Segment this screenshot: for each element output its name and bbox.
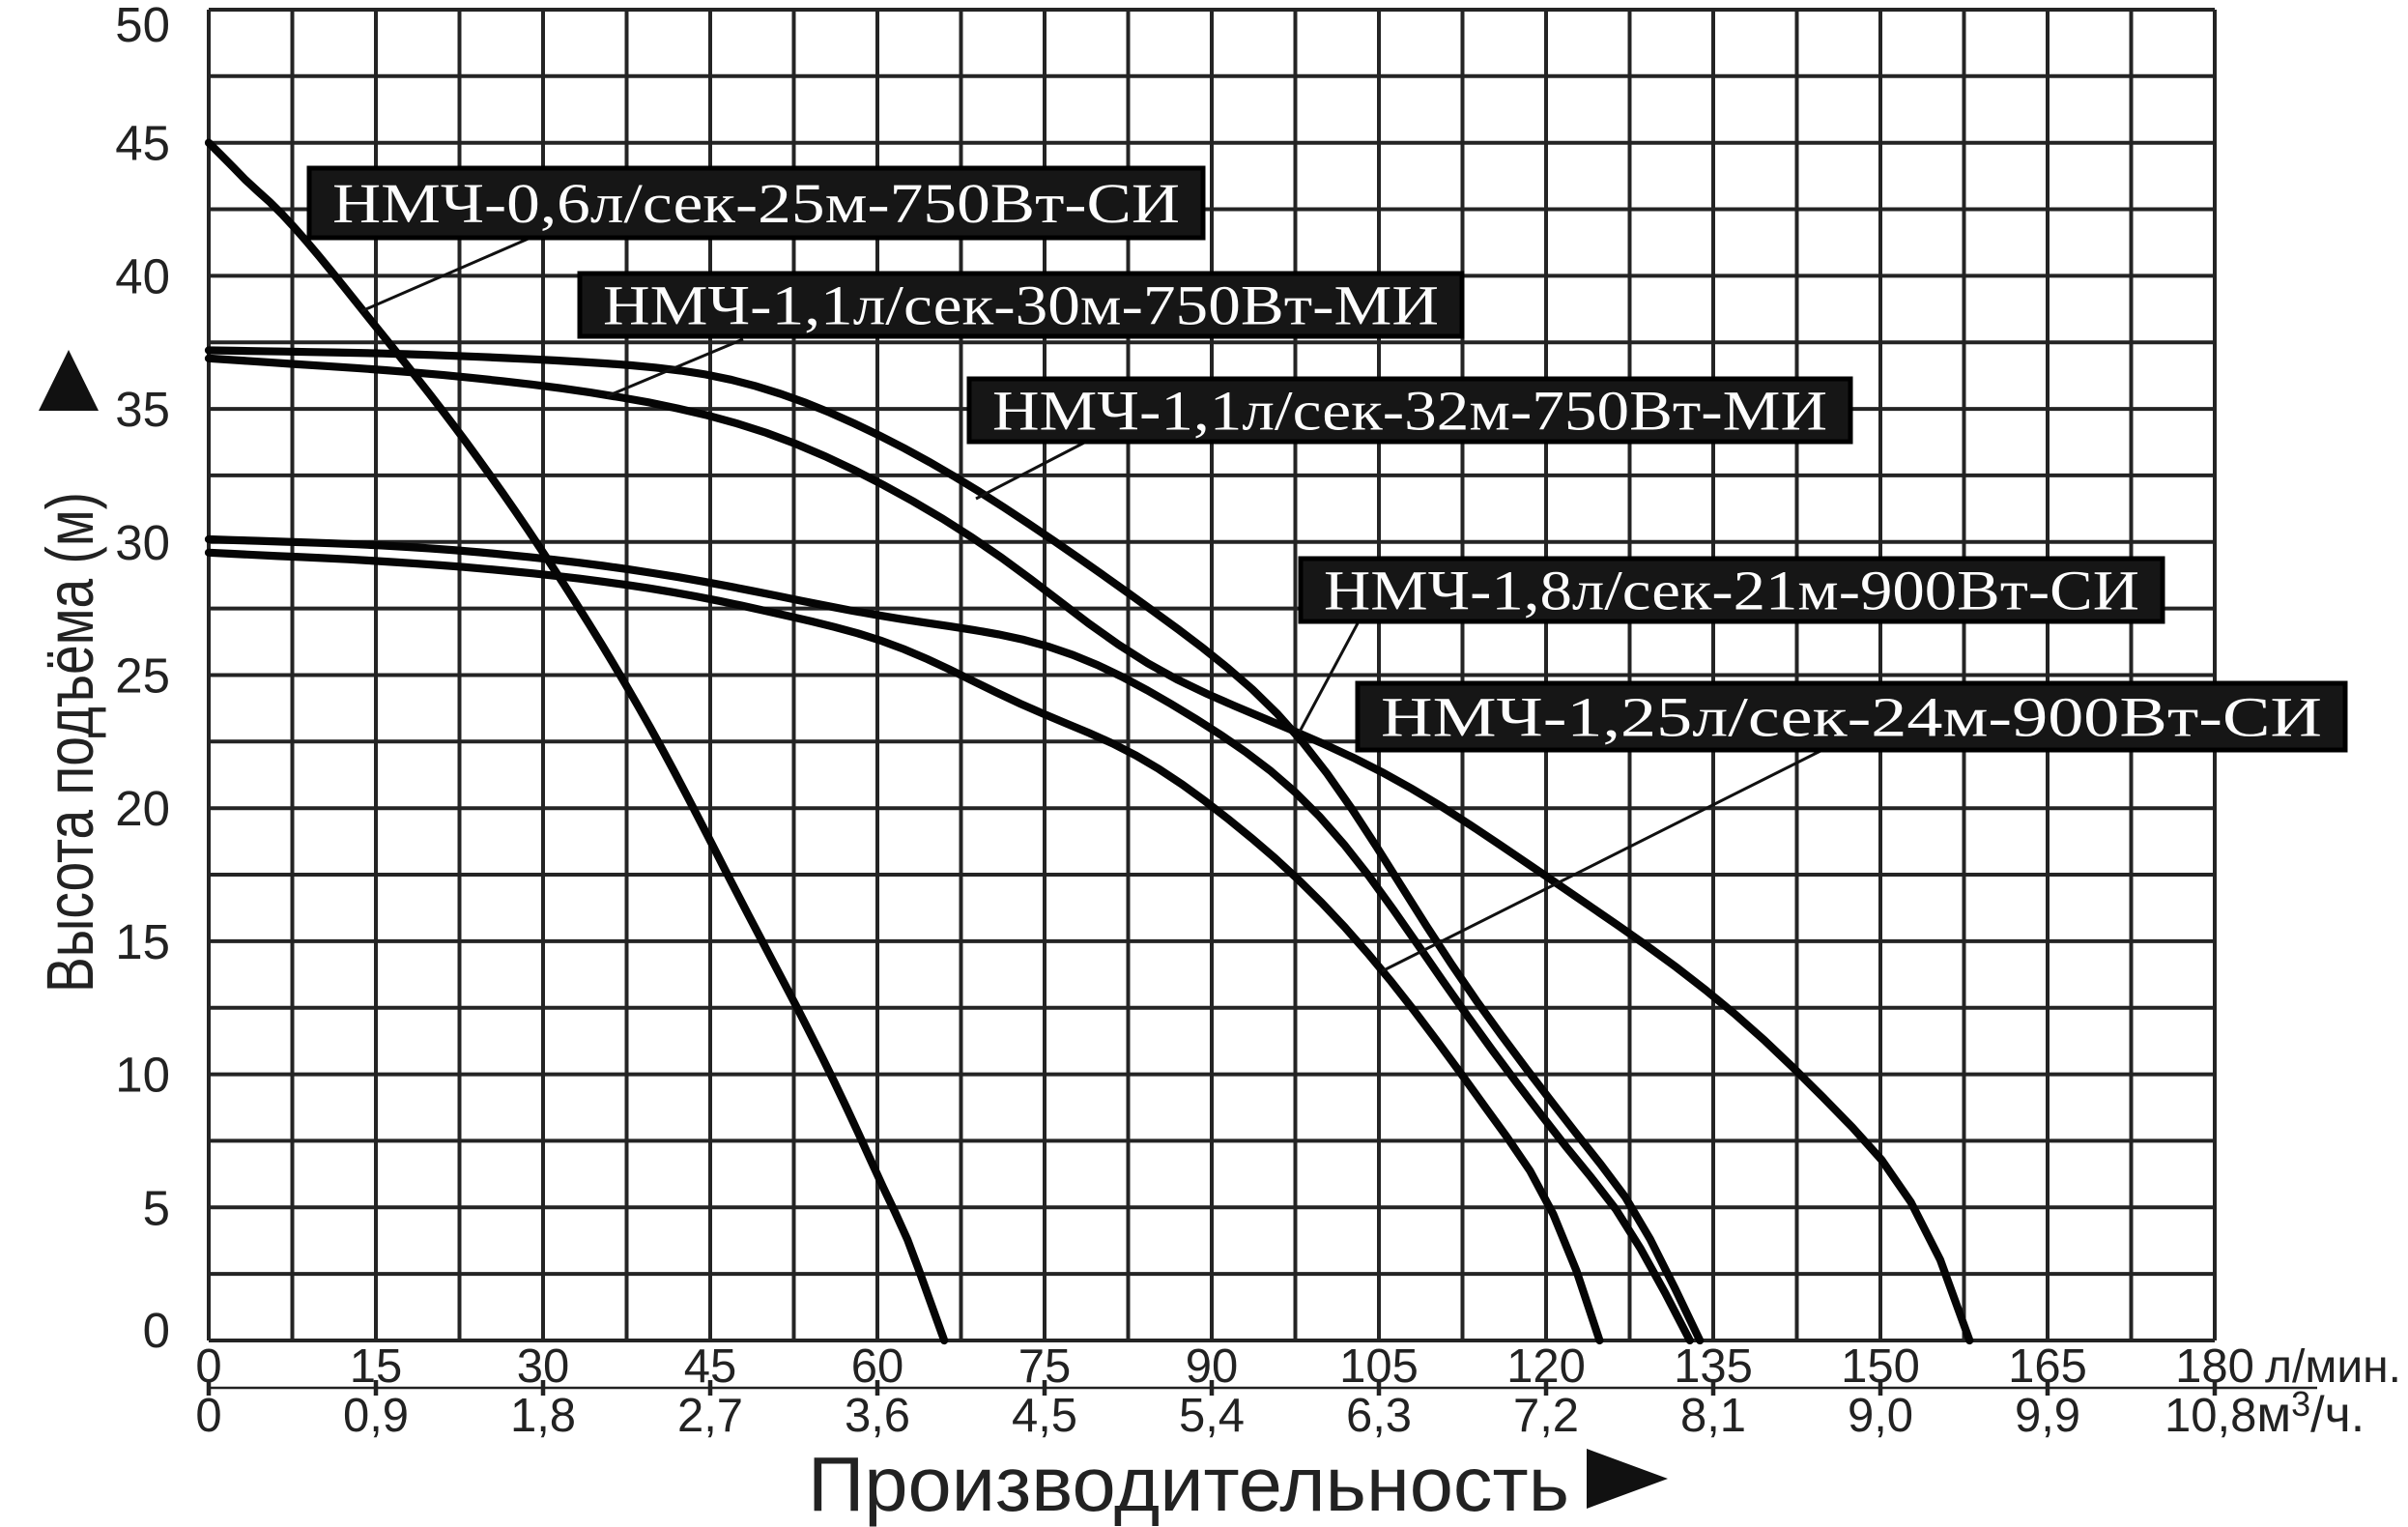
- svg-text:0,9: 0,9: [343, 1390, 409, 1442]
- svg-text:НМЧ-0,6л/сек-25м-750Вт-СИ: НМЧ-0,6л/сек-25м-750Вт-СИ: [332, 172, 1180, 235]
- svg-text:7,2: 7,2: [1513, 1390, 1579, 1442]
- svg-text:30: 30: [115, 515, 170, 570]
- svg-text:1,8: 1,8: [510, 1390, 576, 1442]
- svg-text:3,6: 3,6: [845, 1390, 910, 1442]
- svg-text:л/мин.: л/мин.: [2265, 1341, 2401, 1393]
- svg-text:50: 50: [115, 0, 170, 52]
- svg-text:Производительность: Производительность: [808, 1441, 1569, 1527]
- svg-text:НМЧ-1,1л/сек-32м-750Вт-МИ: НМЧ-1,1л/сек-32м-750Вт-МИ: [992, 380, 1827, 443]
- svg-text:2,7: 2,7: [677, 1390, 743, 1442]
- svg-text:5,4: 5,4: [1179, 1390, 1245, 1442]
- svg-text:4,5: 4,5: [1012, 1390, 1077, 1442]
- svg-text:45: 45: [115, 116, 170, 171]
- svg-text:25: 25: [115, 648, 170, 704]
- svg-text:0: 0: [143, 1303, 170, 1358]
- svg-text:НМЧ-1,8л/сек-21м-900Вт-СИ: НМЧ-1,8л/сек-21м-900Вт-СИ: [1324, 560, 2139, 622]
- svg-text:15: 15: [115, 914, 170, 969]
- svg-text:10: 10: [115, 1048, 170, 1103]
- svg-text:10,8м3/ч.: 10,8м3/ч.: [2164, 1384, 2365, 1443]
- svg-text:Высота подъёма (м): Высота подъёма (м): [33, 492, 107, 993]
- svg-text:40: 40: [115, 248, 170, 303]
- svg-text:6,3: 6,3: [1346, 1390, 1412, 1442]
- svg-text:9,0: 9,0: [1848, 1390, 1913, 1442]
- svg-text:8,1: 8,1: [1680, 1390, 1746, 1442]
- svg-text:20: 20: [115, 781, 170, 836]
- svg-text:0: 0: [195, 1390, 221, 1442]
- svg-text:35: 35: [115, 382, 170, 437]
- svg-text:9,9: 9,9: [2015, 1390, 2080, 1442]
- svg-text:5: 5: [143, 1180, 170, 1235]
- svg-text:НМЧ-1,1л/сек-30м-750Вт-МИ: НМЧ-1,1л/сек-30м-750Вт-МИ: [603, 274, 1439, 337]
- svg-text:НМЧ-1,25л/сек-24м-900Вт-СИ: НМЧ-1,25л/сек-24м-900Вт-СИ: [1381, 686, 2322, 749]
